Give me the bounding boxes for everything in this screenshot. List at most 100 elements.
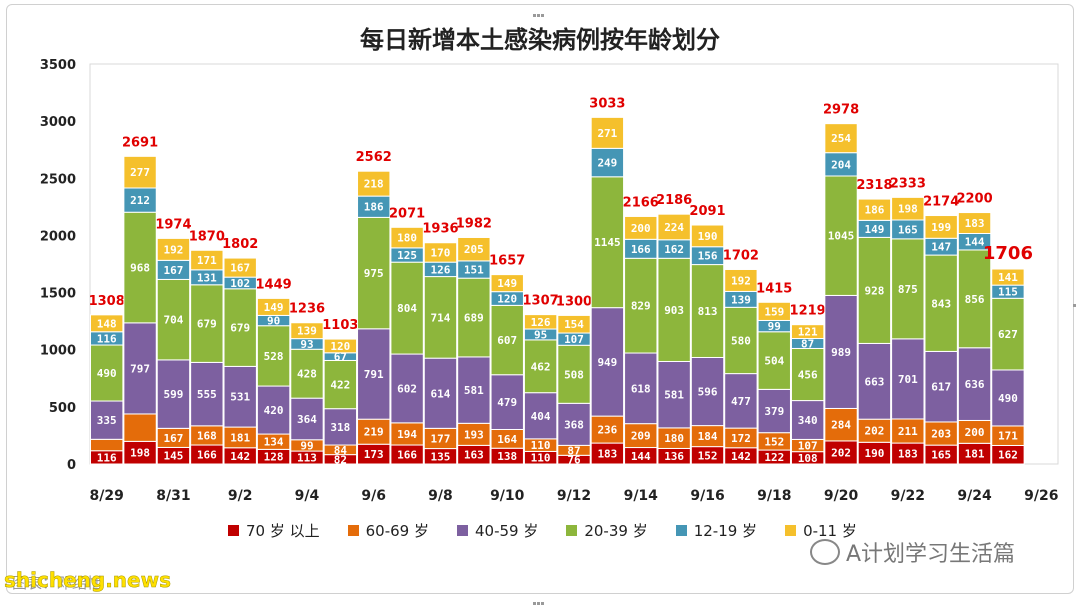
data-label: 617: [931, 381, 951, 394]
legend-label: 40-59 岁: [474, 522, 539, 540]
data-label: 203: [931, 428, 951, 441]
data-label: 180: [397, 232, 417, 245]
data-label: 87: [567, 444, 580, 457]
data-label: 689: [464, 312, 484, 325]
data-label: 192: [731, 274, 751, 287]
bar-segment: [90, 314, 124, 333]
x-tick-label: 9/20: [824, 488, 859, 504]
data-label: 167: [164, 264, 184, 277]
data-label: 663: [864, 375, 884, 388]
data-label: 596: [698, 386, 718, 399]
data-label: 152: [698, 449, 718, 462]
data-label: 701: [898, 373, 918, 386]
bar-segment: [190, 361, 224, 427]
data-label: 102: [230, 277, 250, 290]
data-label: 162: [664, 243, 684, 256]
bar-segment: [457, 356, 491, 424]
bar-segment: [557, 402, 591, 446]
total-label: 1982: [456, 216, 492, 231]
total-label: 2333: [890, 176, 926, 191]
data-label: 209: [631, 430, 651, 443]
data-label: 340: [798, 414, 818, 427]
data-label: 121: [798, 326, 818, 339]
data-label: 404: [531, 410, 551, 423]
data-label: 198: [130, 447, 150, 460]
bar-segment: [423, 242, 458, 263]
legend-item: 60-69 岁: [347, 520, 429, 541]
data-label: 147: [931, 241, 951, 254]
data-label: 152: [764, 435, 784, 448]
bar-segment: [891, 418, 925, 444]
bar-segment: [190, 249, 224, 271]
data-label: 149: [864, 223, 884, 236]
x-tick-label: 9/10: [490, 488, 525, 504]
data-label: 99: [768, 320, 781, 333]
data-label: 928: [864, 284, 884, 297]
bar-segment: [256, 297, 291, 316]
data-label: 531: [230, 391, 250, 404]
data-label: 120: [330, 340, 350, 353]
data-label: 183: [597, 448, 617, 461]
y-tick-label: 1500: [40, 287, 76, 302]
bar-segment: [123, 322, 157, 415]
bar-segment: [857, 198, 892, 221]
data-label: 99: [300, 439, 313, 452]
site-watermark: shicheng.news: [4, 568, 172, 593]
data-label: 679: [197, 318, 217, 331]
data-label: 136: [664, 450, 684, 463]
data-label: 141: [998, 271, 1018, 284]
bar-segment: [357, 418, 391, 445]
bar-segment: [657, 213, 691, 241]
bar-segment: [357, 328, 391, 420]
data-label: 456: [798, 369, 818, 382]
data-label: 67: [334, 351, 347, 364]
data-label: 167: [230, 262, 250, 275]
bar-segment: [657, 257, 691, 362]
data-label: 180: [664, 432, 684, 445]
bar-segment: [957, 212, 992, 234]
bar-segment: [490, 374, 524, 430]
data-label: 989: [831, 346, 851, 359]
data-label: 555: [197, 388, 217, 401]
data-label: 602: [397, 382, 417, 395]
bar-segment: [824, 175, 858, 296]
bar-segment: [156, 237, 191, 261]
data-label: 364: [297, 413, 317, 426]
data-label: 181: [230, 431, 250, 444]
resize-handle-right[interactable]: [1072, 292, 1080, 307]
data-label: 95: [534, 328, 547, 341]
bar-segment: [957, 249, 992, 349]
x-tick-label: 9/22: [891, 488, 925, 504]
bar-segment: [824, 294, 858, 409]
data-label: 183: [898, 448, 918, 461]
bar-segment: [390, 353, 424, 424]
x-tick-label: 9/2: [228, 488, 253, 504]
data-label: 477: [731, 395, 751, 408]
total-label: 1449: [255, 277, 291, 292]
resize-handle-top[interactable]: [532, 2, 546, 17]
bar-segment: [423, 276, 458, 359]
bar-segment: [357, 216, 391, 330]
data-label: 93: [300, 338, 313, 351]
x-tick-label: 8/31: [156, 488, 190, 504]
bar-segment: [790, 400, 825, 440]
x-tick-label: 9/12: [557, 488, 591, 504]
data-label: 125: [397, 249, 417, 262]
data-label: 714: [431, 311, 451, 324]
x-tick-label: 9/26: [1024, 488, 1058, 504]
legend-item: 12-19 岁: [675, 520, 757, 541]
total-label: 1706: [983, 243, 1033, 264]
data-label: 192: [164, 243, 184, 256]
data-label: 504: [764, 355, 784, 368]
data-label: 211: [898, 425, 918, 438]
x-tick-label: 8/29: [90, 488, 124, 504]
bar-segment: [824, 407, 858, 442]
data-label: 163: [464, 449, 484, 462]
data-label: 968: [130, 262, 150, 275]
bar-segment: [457, 236, 491, 262]
data-label: 108: [798, 452, 818, 465]
data-label: 607: [497, 334, 517, 347]
data-label: 875: [898, 283, 918, 296]
data-label: 335: [97, 414, 117, 427]
